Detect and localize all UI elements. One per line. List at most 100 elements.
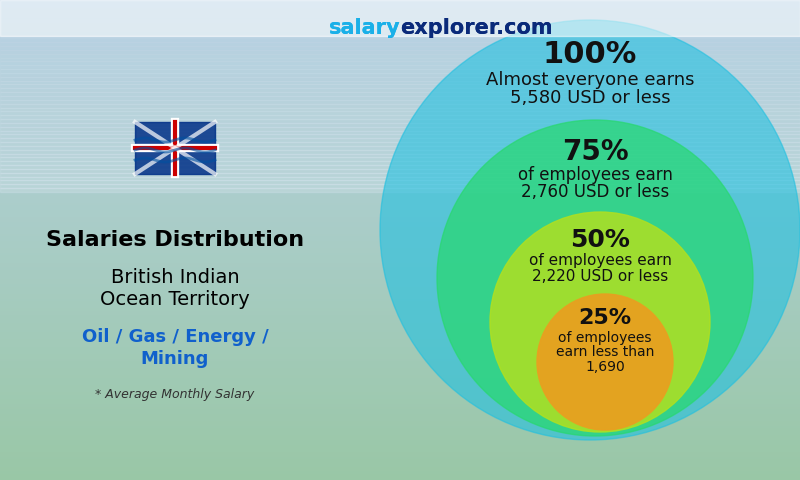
Bar — [0, 169, 800, 173]
Bar — [0, 420, 800, 422]
Bar — [0, 422, 800, 425]
Bar — [0, 334, 800, 336]
Bar — [0, 360, 800, 362]
Bar — [0, 50, 800, 53]
Bar — [0, 257, 800, 259]
Bar — [0, 254, 800, 257]
Bar — [0, 127, 800, 130]
Text: British Indian: British Indian — [110, 268, 239, 287]
Bar — [0, 283, 800, 286]
Bar — [0, 290, 800, 293]
Bar — [0, 245, 800, 247]
FancyBboxPatch shape — [0, 0, 800, 36]
Bar — [0, 276, 800, 278]
Bar — [0, 43, 800, 46]
Bar — [0, 192, 800, 194]
Bar — [0, 326, 800, 329]
Bar — [0, 70, 800, 72]
Bar — [0, 338, 800, 341]
Bar — [0, 197, 800, 199]
Bar — [0, 0, 800, 4]
Bar — [0, 341, 800, 343]
Bar — [0, 271, 800, 274]
Bar — [0, 139, 800, 142]
Bar — [0, 123, 800, 127]
Bar — [0, 331, 800, 334]
Bar — [0, 10, 800, 12]
Bar — [0, 73, 800, 77]
Bar — [0, 77, 800, 79]
Bar — [0, 58, 800, 61]
Bar — [0, 475, 800, 478]
Bar — [0, 454, 800, 456]
Bar — [0, 94, 800, 96]
Circle shape — [537, 294, 673, 430]
Bar — [0, 391, 800, 394]
Text: salary: salary — [328, 18, 400, 38]
Bar — [0, 401, 800, 403]
Bar — [0, 0, 800, 2]
Bar — [0, 218, 800, 221]
Bar — [0, 170, 800, 173]
Bar — [0, 355, 800, 358]
Bar — [0, 38, 800, 41]
Bar — [0, 382, 800, 384]
Bar — [0, 372, 800, 374]
Bar — [0, 19, 800, 22]
Bar — [0, 54, 800, 58]
Bar — [0, 302, 800, 305]
Bar — [0, 238, 800, 240]
Bar — [0, 146, 800, 149]
Bar — [0, 377, 800, 379]
Text: 100%: 100% — [543, 40, 637, 69]
Bar — [0, 415, 800, 418]
Bar — [0, 367, 800, 370]
Bar — [0, 130, 800, 132]
Bar — [0, 221, 800, 223]
Bar — [0, 206, 800, 209]
Bar — [0, 449, 800, 451]
Bar — [0, 466, 800, 468]
Bar — [0, 108, 800, 111]
Bar — [0, 84, 800, 88]
Bar — [0, 478, 800, 480]
Bar — [0, 444, 800, 446]
Bar — [0, 29, 800, 31]
Bar — [0, 314, 800, 317]
Bar — [0, 84, 800, 86]
Text: 25%: 25% — [578, 309, 631, 328]
Bar — [0, 79, 800, 82]
Text: Ocean Territory: Ocean Territory — [100, 290, 250, 309]
Bar — [0, 209, 800, 211]
Bar — [0, 163, 800, 166]
Text: 2,760 USD or less: 2,760 USD or less — [521, 183, 669, 202]
Bar — [0, 324, 800, 326]
Bar — [0, 98, 800, 101]
Bar — [0, 19, 800, 23]
Bar — [0, 410, 800, 413]
Bar — [0, 125, 800, 127]
Bar — [0, 365, 800, 367]
Bar — [0, 86, 800, 89]
Text: explorer.com: explorer.com — [400, 18, 553, 38]
Bar — [0, 106, 800, 108]
Bar — [0, 142, 800, 144]
Bar — [0, 131, 800, 134]
Bar — [0, 463, 800, 466]
Bar — [0, 434, 800, 437]
Bar — [0, 12, 800, 14]
Bar — [0, 156, 800, 158]
Bar — [0, 446, 800, 449]
Bar — [0, 17, 800, 19]
Bar — [0, 259, 800, 262]
Bar — [0, 151, 800, 154]
Bar — [0, 104, 800, 108]
Bar — [0, 26, 800, 29]
Bar — [0, 177, 800, 180]
Bar — [0, 293, 800, 295]
Bar — [0, 36, 800, 38]
Bar — [0, 250, 800, 252]
Bar — [0, 31, 800, 34]
Bar — [0, 442, 800, 444]
Circle shape — [490, 212, 710, 432]
